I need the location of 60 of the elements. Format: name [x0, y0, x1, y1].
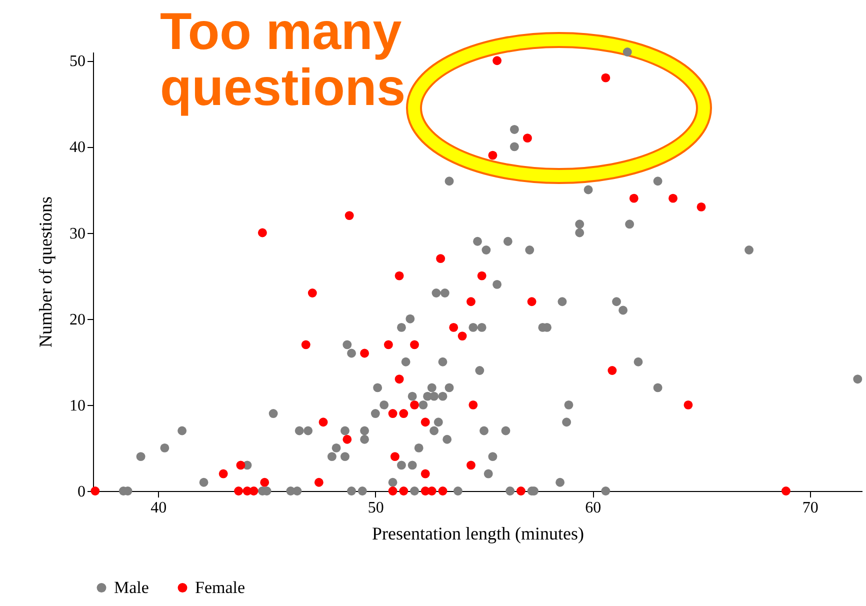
point — [388, 409, 398, 418]
point — [258, 228, 267, 238]
x-tick-label: 50 — [368, 500, 384, 516]
point — [234, 486, 244, 496]
point — [477, 271, 486, 280]
point — [260, 478, 270, 487]
y-tick-label: 50 — [70, 53, 86, 70]
legend-label: Male — [114, 578, 149, 597]
point — [394, 374, 404, 384]
point — [781, 486, 790, 496]
point — [360, 348, 370, 358]
point — [522, 134, 532, 143]
point — [399, 409, 408, 418]
point — [301, 340, 310, 350]
legend-label: Female — [195, 578, 246, 597]
y-tick-label: 20 — [70, 311, 86, 328]
point — [601, 73, 610, 82]
annotation: Too many questions — [160, 3, 407, 117]
y-tick-label: 40 — [70, 139, 86, 156]
point — [629, 194, 638, 203]
point — [684, 400, 693, 410]
point — [527, 297, 536, 306]
y-tick-label: 30 — [70, 225, 86, 242]
point — [466, 297, 476, 306]
point — [342, 434, 352, 444]
point — [314, 478, 324, 487]
point — [410, 400, 419, 410]
point — [420, 469, 430, 478]
point — [394, 271, 404, 280]
point — [90, 486, 100, 496]
point — [458, 332, 467, 341]
x-tick-label: 40 — [150, 500, 167, 516]
point — [218, 469, 228, 478]
point — [390, 452, 400, 462]
x-axis-title: Presentation length (minutes) — [372, 524, 584, 544]
point — [516, 486, 526, 496]
point — [399, 486, 408, 496]
point — [608, 366, 617, 375]
point — [410, 340, 419, 350]
point — [436, 254, 446, 264]
point — [668, 194, 678, 203]
point — [344, 211, 354, 220]
point — [308, 288, 317, 298]
point — [388, 486, 398, 496]
x-tick-label: 70 — [802, 500, 818, 516]
x-tick-label: 60 — [585, 500, 602, 516]
y-axis-title: Number of questions — [36, 196, 56, 348]
point — [488, 150, 498, 160]
point — [384, 340, 393, 350]
point — [466, 460, 476, 470]
point — [420, 418, 430, 427]
point — [449, 322, 458, 332]
point — [696, 202, 706, 212]
point — [438, 486, 448, 496]
point — [318, 418, 328, 427]
y-tick-label: 0 — [78, 484, 86, 500]
y-tick-label: 10 — [70, 397, 86, 414]
point — [468, 400, 478, 410]
point — [492, 56, 502, 66]
point — [236, 460, 246, 470]
